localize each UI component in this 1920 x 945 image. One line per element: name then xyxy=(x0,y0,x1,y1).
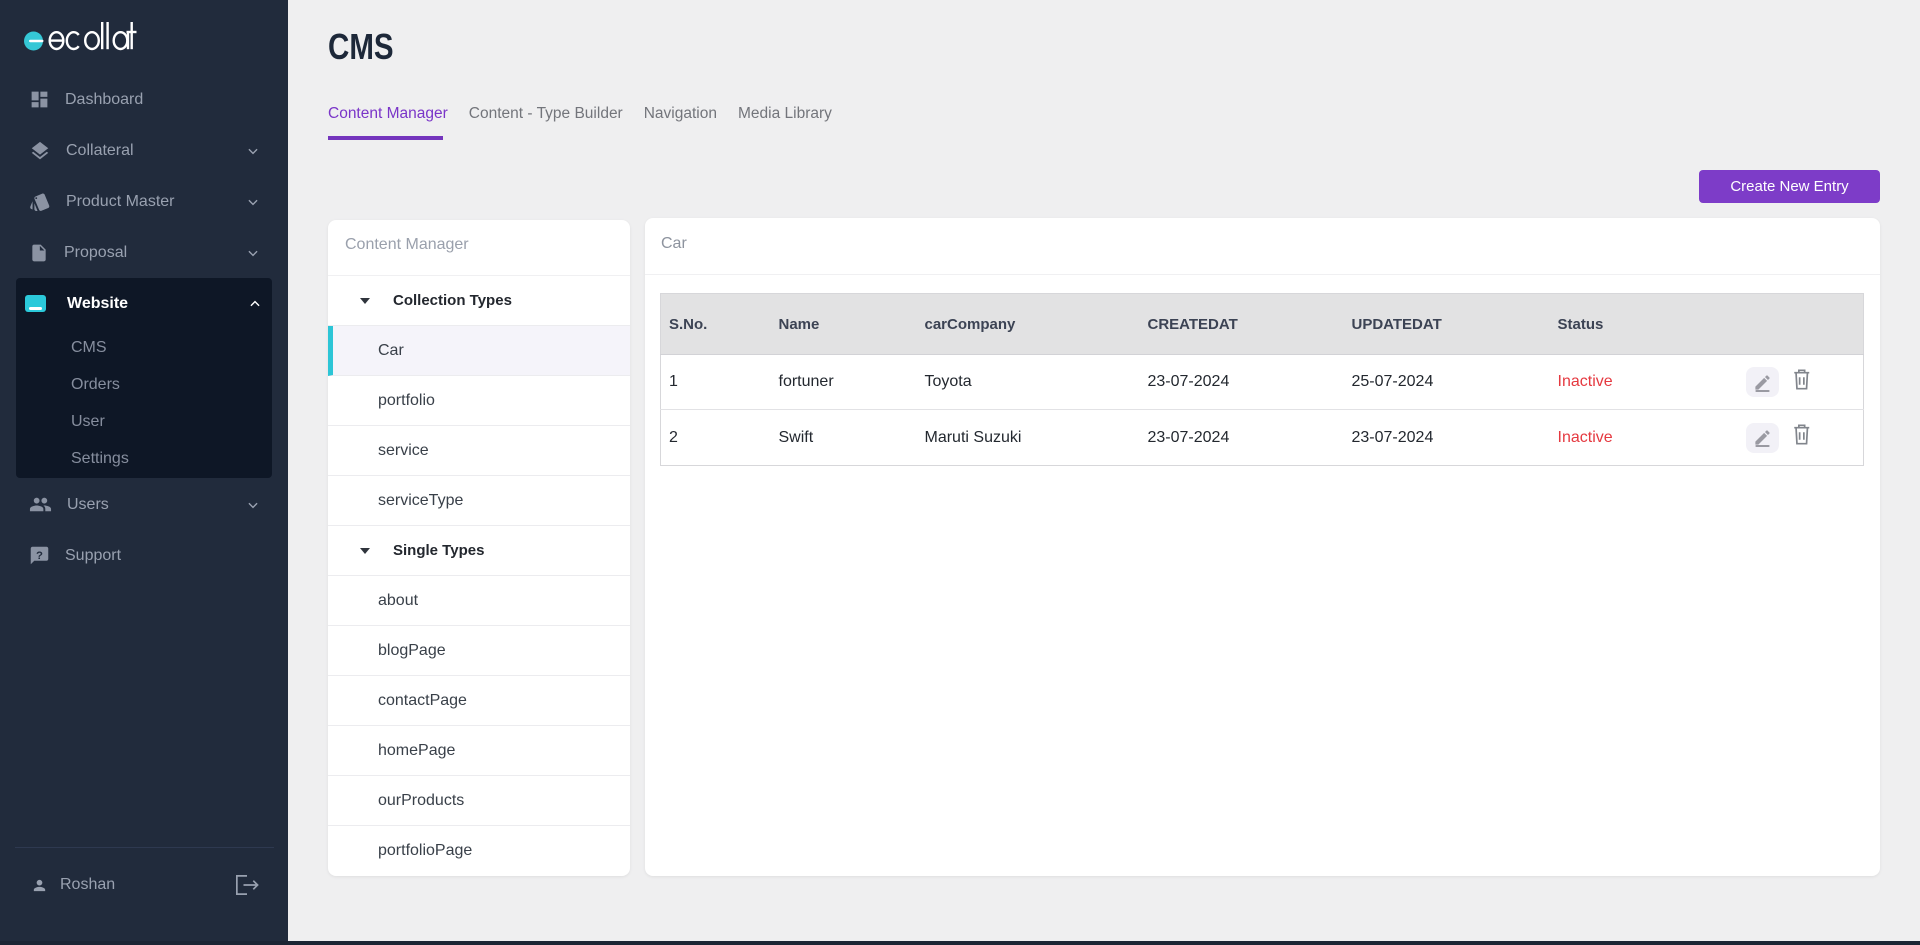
svg-text:?: ? xyxy=(36,550,43,562)
